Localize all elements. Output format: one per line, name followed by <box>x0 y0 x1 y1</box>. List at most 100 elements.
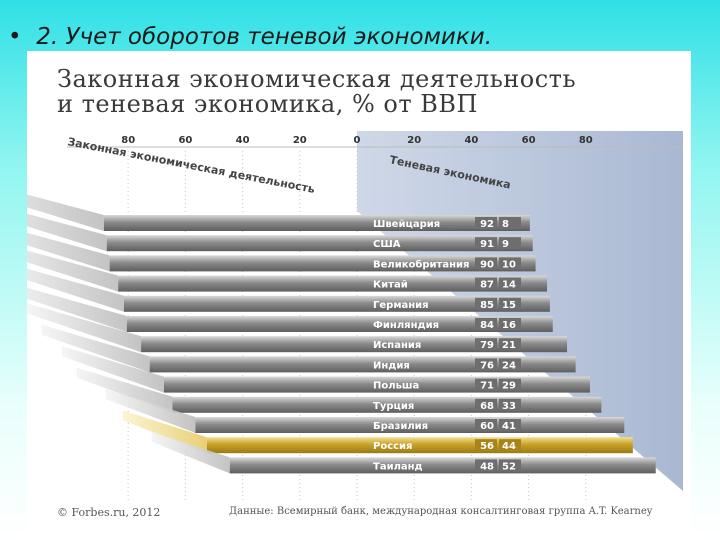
legal-ribbon <box>27 232 110 272</box>
country-label: Польша <box>373 381 419 392</box>
tick-label-right: 60 <box>522 135 536 146</box>
legal-value-label: 87 <box>480 280 494 291</box>
bar-legal <box>109 255 497 272</box>
country-label: Финляндия <box>373 320 439 331</box>
shadow-value-label: 9 <box>502 239 509 250</box>
value-box-shadow <box>499 338 521 351</box>
legal-ribbon <box>122 410 207 454</box>
chart-title-line1: Законная экономическая деятельность <box>57 65 577 93</box>
legal-ribbon <box>61 346 164 393</box>
chart-svg: 80 60 40 20 0 20 40 60 80 Швейцария 92 8 США 91 9 Вели… <box>27 131 683 501</box>
value-box-shadow <box>499 257 521 270</box>
country-label: Китай <box>373 280 408 291</box>
legal-value-label: 84 <box>480 320 494 331</box>
value-box-legal <box>475 419 497 431</box>
bar-shadow <box>497 457 656 474</box>
legal-value-label: 90 <box>480 259 494 270</box>
value-box-legal <box>475 459 497 472</box>
shadow-value-label: 14 <box>502 280 516 291</box>
legal-value-label: 85 <box>480 300 494 311</box>
bar-legal <box>229 457 497 474</box>
country-label: Турция <box>373 401 414 412</box>
value-box-legal <box>475 398 497 411</box>
shadow-value-label: 8 <box>502 219 509 230</box>
value-box-legal <box>475 358 497 371</box>
legal-value-label: 60 <box>480 421 494 432</box>
bar-legal <box>123 295 498 312</box>
legal-value-label: 91 <box>480 239 494 250</box>
value-box-shadow <box>499 378 521 391</box>
value-box-shadow <box>499 358 521 371</box>
tick-label-right: 80 <box>579 135 593 146</box>
legal-value-label: 79 <box>480 340 494 351</box>
country-label: Великобритания <box>373 258 469 270</box>
shadow-value-label: 24 <box>502 360 516 371</box>
country-label: Индия <box>373 360 410 371</box>
country-label: Испания <box>373 340 421 351</box>
tick-label-left: 80 <box>121 135 135 146</box>
shadow-value-label: 15 <box>502 300 516 311</box>
legal-value-label: 92 <box>480 219 494 230</box>
legal-value-label: 68 <box>480 401 494 412</box>
tick-label-left: 20 <box>293 135 307 146</box>
tick-label-left: 60 <box>178 135 192 146</box>
value-box-legal <box>475 378 497 391</box>
value-box-shadow <box>499 237 521 250</box>
chart-title-line2: и теневая экономика, % от ВВП <box>57 90 478 118</box>
footer-source: © Forbes.ru, 2012 <box>57 506 161 519</box>
value-box-legal <box>475 217 497 229</box>
value-box-legal <box>475 257 497 270</box>
bar-legal <box>103 215 497 231</box>
chart-panel: Законная экономическая деятельность и те… <box>27 51 691 540</box>
bar-legal <box>149 356 497 373</box>
slide-title: • 2. Учет оборотов теневой экономики. <box>8 24 492 50</box>
value-box-shadow <box>499 217 521 229</box>
value-box-shadow <box>499 318 521 330</box>
slide-title-text: 2. Учет оборотов теневой экономики. <box>36 24 493 50</box>
bar-legal <box>206 437 497 454</box>
legal-ribbon <box>27 213 107 252</box>
value-box-shadow <box>499 297 521 310</box>
legal-value-label: 48 <box>480 461 494 472</box>
bar-legal <box>172 396 497 413</box>
bar-legal <box>118 275 498 292</box>
tick-label-right: 20 <box>407 135 421 146</box>
shadow-value-label: 21 <box>502 340 516 351</box>
country-label: Таиланд <box>373 461 423 472</box>
shadow-value-label: 41 <box>502 421 516 432</box>
bar-legal <box>195 417 497 433</box>
value-box-legal <box>475 297 497 310</box>
bar-shadow <box>497 417 625 433</box>
value-box-shadow <box>499 398 521 411</box>
legal-ribbon <box>76 367 173 413</box>
bar-legal <box>163 376 497 393</box>
legal-value-label: 71 <box>480 381 494 392</box>
legal-ribbon <box>41 324 150 373</box>
country-label: США <box>373 239 401 250</box>
value-box-shadow <box>499 277 521 290</box>
legal-ribbon <box>27 250 119 292</box>
bar-shadow <box>497 396 602 413</box>
shadow-value-label: 16 <box>502 320 516 331</box>
chart-title: Законная экономическая деятельность и те… <box>57 67 576 117</box>
value-box-legal <box>475 338 497 351</box>
shadow-value-label: 52 <box>502 461 516 472</box>
footer-data: Данные: Всемирный банк, международная ко… <box>229 506 653 517</box>
value-box-legal <box>475 439 497 452</box>
country-label: Швейцария <box>373 219 440 230</box>
value-box-shadow <box>499 459 521 472</box>
legal-value-label: 56 <box>480 441 494 452</box>
bullet: • <box>8 24 22 50</box>
value-box-legal <box>475 237 497 250</box>
value-box-legal <box>475 277 497 290</box>
legal-ribbon <box>27 303 142 353</box>
bar-shadow <box>497 437 633 454</box>
bar-legal <box>141 336 497 353</box>
shadow-value-label: 33 <box>502 401 516 412</box>
country-label: Германия <box>373 300 429 311</box>
country-label: Бразилия <box>373 421 428 432</box>
tick-label-left: 0 <box>354 135 361 146</box>
legal-ribbon <box>27 194 104 231</box>
bar-legal <box>106 235 498 252</box>
legal-ribbon <box>27 268 124 312</box>
